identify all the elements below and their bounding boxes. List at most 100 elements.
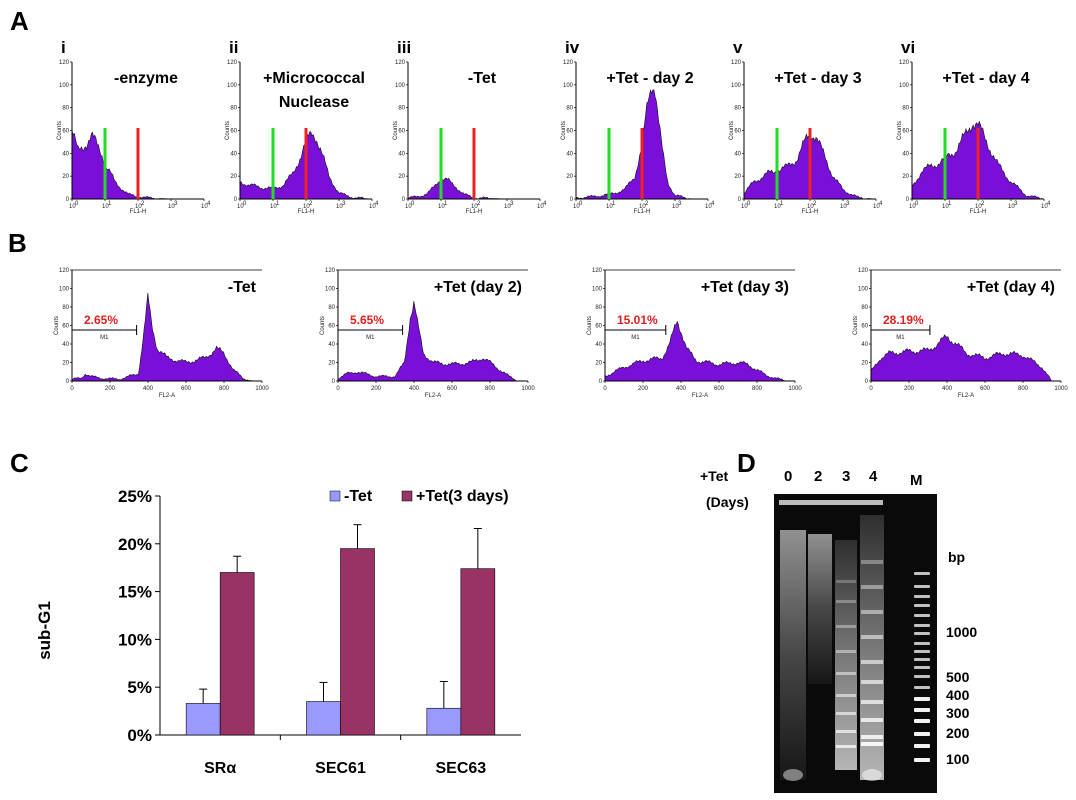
legend-label-0: -Tet	[344, 488, 373, 505]
histogram-a-x-tick-label: 10	[102, 204, 109, 210]
histogram-a-x-tick-exponent: 4	[543, 201, 547, 207]
histogram-a-y-tick-label: 80	[230, 106, 237, 112]
histogram-a-v-ylabel: Counts	[729, 121, 735, 140]
histogram-a-y-tick-label: 80	[62, 106, 69, 112]
histogram-b-y-tick-label: 0	[865, 379, 869, 385]
histogram-b-x-tick-label: 600	[980, 386, 991, 392]
histogram-b-y-tick-label: 120	[325, 268, 336, 274]
histogram-b-x-tick-label: 800	[1018, 386, 1029, 392]
bar-plus-tet-2	[460, 568, 496, 736]
histogram-b-0: 0 20 40 60 80 100 120 0 200 400 600 800 1000 FL2-A Cou…	[54, 268, 269, 399]
gel-ladder-band	[914, 595, 930, 598]
histogram-b-y-tick-label: 100	[59, 287, 70, 293]
histogram-a-iv-xlabel: FL1-H	[634, 209, 651, 215]
histogram-a-i-label: i	[61, 38, 66, 57]
gel-ladder-band	[914, 719, 930, 723]
histogram-b-x-tick-label: 1000	[788, 386, 802, 392]
histogram-b-x-tick-label: 800	[219, 386, 230, 392]
gel-lane-4-band	[861, 610, 883, 614]
gel-row-label-tet: +Tet	[700, 468, 728, 484]
histogram-b-x-tick-label: 1000	[1054, 386, 1068, 392]
histogram-b-y-tick-label: 100	[858, 287, 869, 293]
bar-chart-category-label: SRα	[204, 760, 236, 777]
gel-marker-300: 300	[946, 705, 970, 721]
gel-sample-bands	[783, 560, 883, 781]
bar-minus-tet-0	[185, 703, 221, 736]
bar-chart-y-tick-label: 0%	[127, 726, 152, 745]
histogram-a-v-label: v	[733, 38, 743, 57]
histogram-b-x-tick-label: 400	[409, 386, 420, 392]
histogram-a-y-tick-label: 60	[230, 129, 237, 135]
bar-chart-ylabel: sub-G1	[35, 601, 54, 660]
histogram-a-x-tick-label: 10	[405, 204, 412, 210]
histogram-a-y-tick-label: 0	[906, 197, 910, 203]
gel-lane-2-smear	[808, 534, 832, 684]
histogram-b-3: 0 20 40 60 80 100 120 0 200 400 600 800 1000 FL2-A Cou…	[853, 268, 1068, 399]
histogram-b-x-tick-label: 800	[485, 386, 496, 392]
histogram-a-x-tick-exponent: 2	[477, 201, 481, 207]
histogram-a-x-tick-exponent: 3	[174, 201, 178, 207]
histogram-b-y-tick-label: 0	[66, 379, 70, 385]
histogram-b-0-gate-percent: 2.65%	[84, 313, 118, 327]
gel-lane-4-band	[861, 560, 883, 564]
gel-ladder-band	[914, 624, 930, 627]
histogram-a-x-tick-label: 10	[237, 204, 244, 210]
histogram-b-y-tick-label: 60	[328, 324, 335, 330]
histogram-b-2: 0 20 40 60 80 100 120 0 200 400 600 800 1000 FL2-A Cou…	[587, 268, 802, 399]
histogram-a-x-tick-exponent: 0	[579, 201, 583, 207]
histogram-a-x-tick-exponent: 4	[207, 201, 211, 207]
histogram-b-1-xlabel: FL2-A	[425, 393, 441, 399]
gel-lane-3-band	[836, 580, 856, 583]
histogram-b-1: 0 20 40 60 80 100 120 0 200 400 600 800 1000 FL2-A Cou…	[320, 268, 535, 399]
histogram-a-x-tick-exponent: 1	[276, 201, 280, 207]
gel-bp-label: bp	[948, 549, 965, 565]
histogram-a-x-tick-exponent: 2	[309, 201, 313, 207]
histogram-a-y-tick-label: 20	[902, 174, 909, 180]
histogram-a-y-tick-label: 20	[734, 174, 741, 180]
histogram-a-x-tick-label: 10	[606, 204, 613, 210]
histogram-b-y-tick-label: 40	[861, 342, 868, 348]
histogram-b-y-tick-label: 80	[595, 305, 602, 311]
histogram-a-x-tick-label: 10	[135, 204, 142, 210]
histogram-a-vi-xlabel: FL1-H	[970, 209, 987, 215]
histogram-a-y-tick-label: 20	[566, 174, 573, 180]
histogram-a-y-tick-label: 60	[62, 129, 69, 135]
bar-chart-y-tick-label: 15%	[118, 583, 152, 602]
gel-lane-0-smear	[780, 530, 806, 780]
histogram-a-x-tick-exponent: 4	[711, 201, 715, 207]
histogram-a-y-tick-label: 120	[227, 60, 238, 66]
histogram-a-x-tick-exponent: 0	[915, 201, 919, 207]
histogram-b-x-tick-label: 400	[676, 386, 687, 392]
histogram-a-y-tick-label: 80	[398, 106, 405, 112]
histogram-a-x-tick-label: 10	[774, 204, 781, 210]
histogram-b-x-tick-label: 400	[942, 386, 953, 392]
histogram-a-i-ylabel: Counts	[57, 121, 63, 140]
histogram-b-y-tick-label: 100	[325, 287, 336, 293]
histogram-b-x-tick-label: 600	[447, 386, 458, 392]
gel-ladder-band	[914, 732, 930, 736]
histogram-b-0-gate-label: M1	[100, 335, 109, 341]
histogram-a-x-tick-exponent: 1	[948, 201, 952, 207]
histogram-b-y-tick-label: 60	[861, 324, 868, 330]
bar-minus-tet-1	[306, 701, 341, 736]
histogram-a-y-tick-label: 20	[62, 174, 69, 180]
histogram-a-vi-title-0: +Tet - day 4	[942, 70, 1029, 87]
histogram-b-x-tick-label: 0	[869, 386, 873, 392]
histogram-b-y-tick-label: 120	[592, 268, 603, 274]
histogram-b-2-gate-percent: 15.01%	[617, 313, 658, 327]
gel-row-label-days: (Days)	[706, 494, 749, 510]
gel-marker-100: 100	[946, 751, 970, 767]
histogram-b-3-gate-label: M1	[896, 335, 905, 341]
histogram-a-x-tick-exponent: 3	[342, 201, 346, 207]
gel-lane-4-front	[862, 769, 882, 781]
gel-lane-4-band	[861, 585, 883, 589]
histogram-a-x-tick-label: 10	[840, 204, 847, 210]
histogram-b-3-gate-percent: 28.19%	[883, 313, 924, 327]
histogram-a-x-tick-exponent: 4	[879, 201, 883, 207]
histogram-a-y-tick-label: 60	[734, 129, 741, 135]
histogram-b-y-tick-label: 40	[62, 342, 69, 348]
histogram-a-y-tick-label: 40	[230, 151, 237, 157]
gel-lane-3-band	[836, 712, 856, 715]
